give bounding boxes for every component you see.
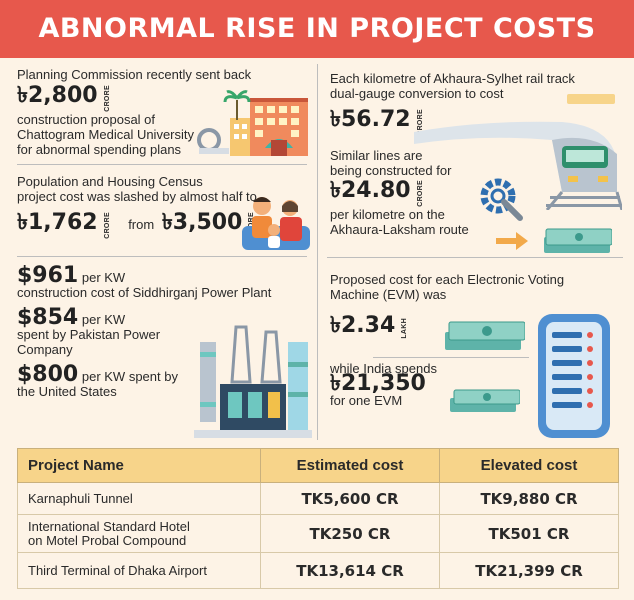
p2-unit-1: CRORE [103,212,111,239]
gear-wrench-icon [480,178,523,221]
divider-left-1 [17,164,307,165]
banknotes-icon [544,228,612,253]
table-row: Karnaphuli Tunnel TK5,600 CR TK9,880 CR [17,482,619,515]
p5-line2: Machine (EVM) was [330,287,447,302]
arrow-right-icon [496,232,528,250]
project-name-line1: Karnaphuli Tunnel [28,490,133,506]
project-name-line1: International Standard Hotel [28,518,190,534]
panel-census: Population and Housing Census project co… [17,174,317,239]
divider-right-1 [327,257,623,258]
p5-amount-2: 21,350 [340,370,426,396]
project-name: International Standard Hotel on Motel Pro… [17,514,261,553]
p5-line1: Proposed cost for each Electronic Voting [330,272,565,287]
divider-right-2 [373,357,529,358]
p1-line1: Planning Commission recently sent back [17,67,252,82]
p1-line4: for abnormal spending plans [17,141,182,157]
table-row: International Standard Hotel on Motel Pro… [17,514,619,553]
p1-line3: Chattogram Medical University [17,126,195,142]
p3-line4: being constructed for [330,162,452,178]
banknotes-icon [450,389,520,412]
p3-amount: 56.72 [340,106,411,132]
p1-currency: ৳ [17,82,28,108]
hospital-building-icon [197,90,308,156]
column-header-elevated: Elevated cost [439,448,619,483]
p2-line2: project cost was slashed by almost half … [17,189,257,204]
p2-amount-2: 3,500 [172,209,243,235]
p4-line-1: construction cost of Siddhirganj Power P… [17,285,272,300]
project-name-line1: Third Terminal of Dhaka Airport [28,562,207,578]
p3-currency: ৳ [330,106,341,132]
table-row: Third Terminal of Dhaka Airport TK13,614… [17,552,619,589]
elevated-cost: TK21,399 CR [439,552,619,589]
p5-line3: while India spends [330,360,437,376]
page-title: ABNORMAL RISE IN PROJECT COSTS [0,0,634,58]
p5-currency: ৳ [330,313,341,338]
p4-suffix-2: per KW [81,312,126,327]
p5-amount: 2.34 [340,313,396,338]
p3-currency-2: ৳ [330,177,341,203]
p3-line5: per kilometre on the [330,206,445,222]
p1-amount: 2,800 [27,82,98,108]
p2-currency-1: ৳ [17,209,28,235]
p4-amount-3: $800 [17,362,79,387]
p5-line4: for one EVM [330,392,403,408]
panel-rail-track: Each kilometre of Akhaura-Sylhet rail tr… [330,71,630,237]
project-name-line2: on Motel Probal Compound [28,532,187,548]
project-cost-table: Project Name Estimated cost Elevated cos… [17,448,619,589]
divider-left-2 [17,256,307,257]
elevated-cost: TK501 CR [439,514,619,553]
p4-suffix-1: per KW [81,270,126,285]
power-plant-icon [194,325,312,438]
p4-line-2a: spent by Pakistan Power [17,327,161,342]
project-name: Karnaphuli Tunnel [17,482,261,515]
banknotes-icon [445,321,525,350]
p5-unit: LAKH [401,318,409,339]
evm-machine-icon [538,314,610,438]
estimated-cost: TK13,614 CR [260,552,440,589]
p2-currency-2: ৳ [161,209,173,235]
p2-from: from [128,216,155,232]
project-name: Third Terminal of Dhaka Airport [17,552,261,589]
p4-suffix-3: per KW spent by [81,369,178,384]
family-icon [242,197,310,250]
panel-evm: Proposed cost for each Electronic Voting… [330,272,630,408]
p3-amount-2: 24.80 [340,177,411,203]
p3-line1: Each kilometre of Akhaura-Sylhet rail tr… [330,71,575,86]
column-header-estimated: Estimated cost [260,448,440,483]
p1-line2: construction proposal of [17,111,156,127]
p4-line-2b: Company [17,342,73,357]
p4-amount-1: $961 [17,263,79,288]
elevated-cost: TK9,880 CR [439,482,619,515]
column-header-project: Project Name [17,448,261,483]
estimated-cost: TK250 CR [260,514,440,553]
p5-currency-2: ৳ [330,370,341,396]
p3-line3: Similar lines are [330,147,423,163]
column-divider [317,64,318,440]
p3-line2: dual-gauge conversion to cost [330,86,504,101]
p2-line1: Population and Housing Census [17,174,203,189]
panel-medical-university: Planning Commission recently sent back ৳… [17,67,317,157]
panel-power-plant: $961 per KW construction cost of Siddhir… [17,265,317,400]
table-header-row: Project Name Estimated cost Elevated cos… [17,448,619,483]
train-icon [414,94,622,210]
p3-line6: Akhaura-Laksham route [330,221,469,237]
p1-unit: CRORE [103,85,111,112]
p2-amount-1: 1,762 [27,209,98,235]
p4-amount-2: $854 [17,305,79,330]
estimated-cost: TK5,600 CR [260,482,440,515]
p4-line-3: the United States [17,384,117,399]
